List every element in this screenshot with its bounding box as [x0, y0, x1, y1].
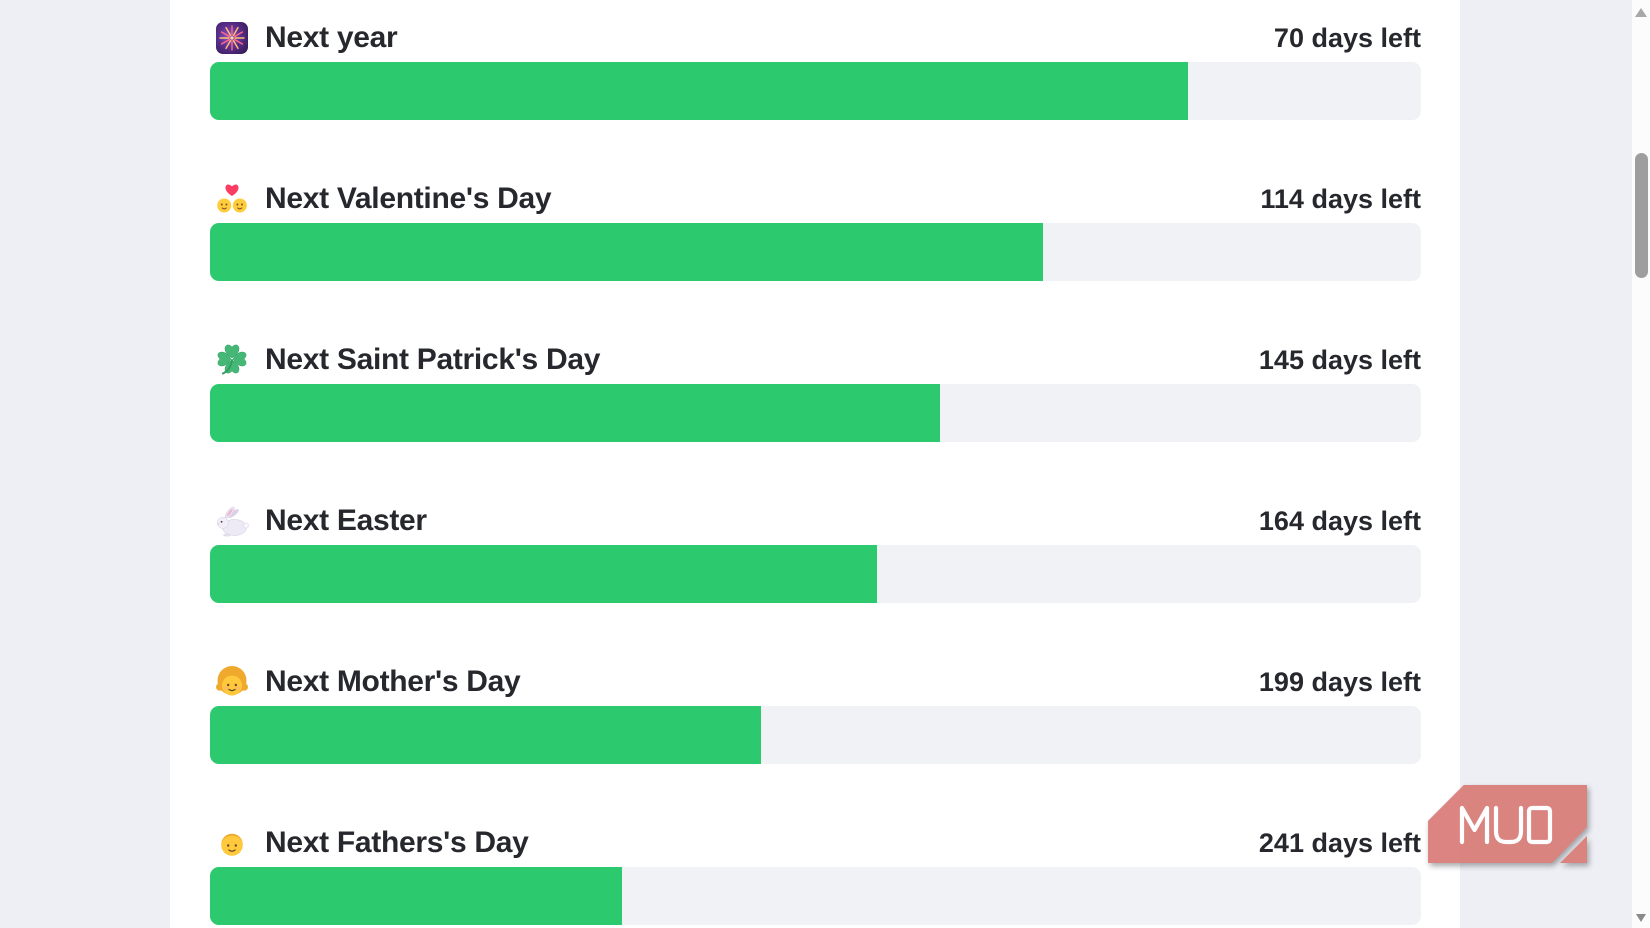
days-left-label: 145 days left: [1258, 344, 1421, 375]
progress-bar-track: [210, 867, 1421, 925]
days-left-label: 70 days left: [1273, 22, 1421, 53]
muo-watermark: [1428, 785, 1587, 863]
days-left-label: 241 days left: [1258, 827, 1421, 858]
countdown-title: Next Saint Patrick's Day: [265, 343, 601, 376]
progress-bar-track: [210, 706, 1421, 764]
countdown-row: Next Valentine's Day 114 days left: [210, 175, 1421, 281]
countdown-title: Next Valentine's Day: [265, 182, 552, 215]
countdown-title: Next Easter: [265, 504, 427, 537]
countdown-row-header: Next year 70 days left: [210, 14, 1421, 62]
countdown-title: Next Fathers's Day: [265, 826, 529, 859]
progress-bar-fill: [210, 545, 878, 603]
countdown-row-header: Next Mother's Day 199 days left: [210, 658, 1421, 706]
progress-bar-track: [210, 62, 1421, 120]
progress-bar-track: [210, 545, 1421, 603]
countdown-row: Next Fathers's Day 241 days left: [210, 819, 1421, 925]
countdown-title: Next Mother's Day: [265, 665, 521, 698]
days-left-label: 164 days left: [1258, 505, 1421, 536]
scrollbar-down-arrow[interactable]: [1636, 914, 1646, 922]
four-leaf-clover-icon: [215, 343, 249, 377]
countdown-row-header: Next Easter 164 days left: [210, 497, 1421, 545]
rabbit-icon: [215, 504, 249, 538]
countdown-row: Next Mother's Day 199 days left: [210, 658, 1421, 764]
scrollbar[interactable]: [1632, 0, 1650, 928]
progress-bar-fill: [210, 62, 1189, 120]
countdown-card: Next year 70 days left Next Valentine's …: [170, 0, 1460, 928]
countdown-row: Next year 70 days left: [210, 14, 1421, 120]
progress-bar-fill: [210, 706, 761, 764]
couple-with-heart-icon: [215, 182, 249, 216]
woman-icon: [215, 665, 249, 699]
days-left-label: 114 days left: [1260, 183, 1421, 214]
countdown-list: Next year 70 days left Next Valentine's …: [210, 14, 1421, 928]
countdown-title: Next year: [265, 21, 398, 54]
countdown-row-header: Next Saint Patrick's Day 145 days left: [210, 336, 1421, 384]
progress-bar-fill: [210, 384, 941, 442]
countdown-row-header: Next Valentine's Day 114 days left: [210, 175, 1421, 223]
countdown-row-header: Next Fathers's Day 241 days left: [210, 819, 1421, 867]
fireworks-icon: [215, 21, 249, 55]
countdown-row: Next Easter 164 days left: [210, 497, 1421, 603]
muo-logo-shape: [1428, 785, 1587, 863]
muo-logo-text: [1459, 805, 1553, 845]
progress-bar-track: [210, 223, 1421, 281]
progress-bar-track: [210, 384, 1421, 442]
man-icon: [215, 826, 249, 860]
days-left-label: 199 days left: [1258, 666, 1421, 697]
scrollbar-up-arrow[interactable]: [1635, 8, 1647, 17]
scrollbar-thumb[interactable]: [1635, 153, 1648, 278]
countdown-row: Next Saint Patrick's Day 145 days left: [210, 336, 1421, 442]
progress-bar-fill: [210, 223, 1044, 281]
progress-bar-fill: [210, 867, 622, 925]
